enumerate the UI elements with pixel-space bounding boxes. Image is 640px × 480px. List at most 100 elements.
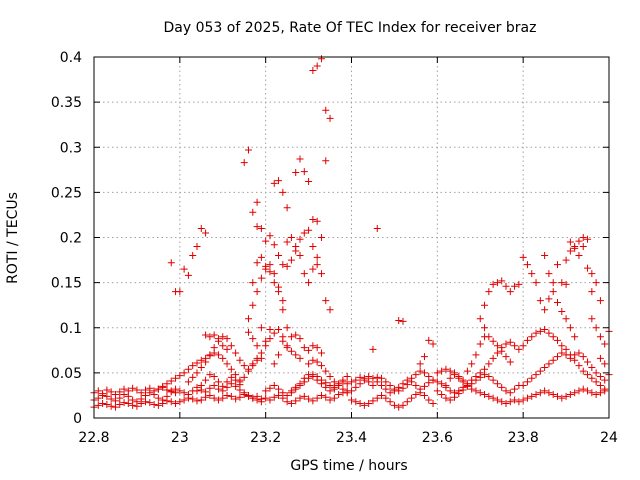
data-point bbox=[120, 385, 128, 393]
data-point bbox=[592, 279, 600, 287]
data-point bbox=[554, 392, 561, 400]
data-point bbox=[528, 374, 536, 382]
data-point bbox=[283, 204, 291, 212]
data-point bbox=[279, 306, 287, 314]
data-point bbox=[305, 395, 313, 403]
data-point bbox=[296, 335, 304, 343]
data-point bbox=[386, 398, 394, 406]
data-point bbox=[481, 301, 489, 309]
data-point bbox=[232, 376, 240, 384]
data-point bbox=[506, 389, 514, 397]
data-point bbox=[167, 398, 175, 406]
data-point bbox=[270, 179, 278, 187]
data-point bbox=[94, 401, 102, 409]
data-point bbox=[485, 360, 493, 368]
data-point bbox=[245, 328, 252, 336]
data-point bbox=[279, 337, 287, 345]
data-point bbox=[279, 261, 287, 269]
data-point bbox=[313, 344, 321, 352]
data-point bbox=[433, 387, 441, 395]
data-point bbox=[266, 326, 274, 334]
data-point bbox=[485, 392, 493, 400]
data-point bbox=[257, 398, 265, 406]
data-point bbox=[283, 398, 291, 406]
data-point bbox=[300, 374, 308, 382]
data-point bbox=[498, 347, 506, 355]
data-point bbox=[232, 382, 240, 390]
data-point bbox=[322, 393, 330, 401]
data-point bbox=[107, 388, 115, 396]
data-point bbox=[579, 353, 587, 361]
data-point bbox=[197, 356, 205, 364]
data-point bbox=[107, 395, 115, 403]
data-point bbox=[309, 372, 317, 380]
data-point bbox=[489, 280, 497, 288]
data-point bbox=[519, 253, 527, 261]
data-point bbox=[339, 385, 347, 393]
data-point bbox=[528, 270, 536, 278]
data-point bbox=[549, 288, 557, 296]
data-point bbox=[219, 382, 227, 390]
data-point bbox=[296, 235, 304, 243]
data-point bbox=[111, 391, 119, 399]
data-point bbox=[451, 369, 458, 377]
data-point bbox=[558, 279, 566, 287]
data-point bbox=[202, 358, 210, 366]
data-point bbox=[378, 374, 386, 382]
data-point bbox=[356, 400, 364, 408]
data-point bbox=[129, 384, 137, 392]
data-point bbox=[210, 344, 218, 352]
data-point bbox=[99, 390, 107, 398]
data-point bbox=[223, 335, 231, 343]
data-point bbox=[360, 374, 368, 382]
data-point bbox=[245, 315, 252, 323]
data-point bbox=[283, 238, 291, 246]
data-point bbox=[253, 259, 261, 267]
data-point bbox=[292, 397, 300, 405]
data-point bbox=[566, 238, 574, 246]
data-point bbox=[317, 349, 325, 357]
data-point bbox=[275, 326, 283, 334]
data-point bbox=[193, 359, 201, 367]
data-point bbox=[133, 402, 141, 410]
data-point bbox=[523, 394, 531, 402]
x-tick-label: 23.2 bbox=[250, 430, 281, 446]
data-point bbox=[287, 347, 295, 355]
data-point bbox=[257, 253, 265, 261]
data-point bbox=[326, 372, 334, 380]
data-point bbox=[189, 252, 197, 260]
data-point bbox=[523, 336, 531, 344]
data-point bbox=[412, 371, 420, 379]
data-point bbox=[523, 261, 531, 269]
data-point bbox=[541, 326, 549, 334]
data-point bbox=[292, 383, 300, 391]
data-point bbox=[588, 288, 596, 296]
data-point bbox=[554, 353, 561, 361]
data-point bbox=[399, 401, 407, 409]
data-point bbox=[253, 288, 261, 296]
data-point bbox=[202, 376, 210, 384]
data-point bbox=[601, 360, 609, 368]
data-point bbox=[309, 243, 317, 251]
data-point bbox=[562, 256, 570, 264]
x-tick-label: 23 bbox=[171, 430, 189, 446]
data-point bbox=[266, 335, 274, 343]
data-point bbox=[532, 371, 540, 379]
data-point bbox=[575, 252, 583, 260]
data-point bbox=[257, 349, 265, 357]
data-point bbox=[275, 252, 283, 260]
data-point bbox=[279, 389, 287, 397]
data-point bbox=[283, 391, 291, 399]
data-point bbox=[300, 168, 308, 176]
data-point bbox=[305, 360, 313, 368]
data-point bbox=[309, 265, 317, 273]
data-point bbox=[489, 354, 497, 362]
data-point bbox=[511, 396, 519, 404]
data-point bbox=[167, 388, 175, 396]
data-point bbox=[579, 234, 587, 241]
y-tick-label: 0 bbox=[73, 411, 82, 427]
data-point bbox=[249, 362, 257, 370]
data-point bbox=[545, 270, 553, 278]
data-point bbox=[245, 146, 252, 154]
data-point bbox=[305, 346, 313, 354]
